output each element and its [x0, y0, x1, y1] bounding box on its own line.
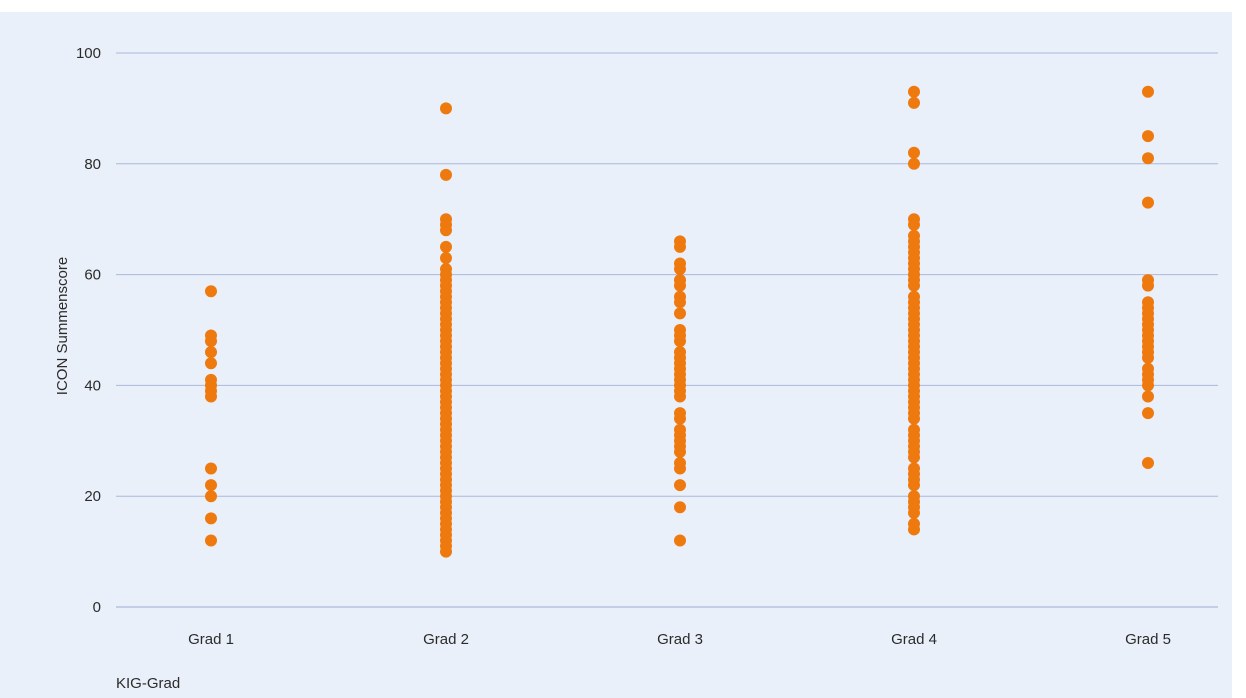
data-point: [908, 451, 920, 464]
data-point: [205, 357, 217, 370]
x-tick-label: Grad 3: [657, 631, 703, 648]
data-point: [908, 157, 920, 170]
data-point: [205, 479, 217, 492]
y-tick-label: 0: [93, 599, 101, 616]
y-tick-label: 20: [84, 488, 101, 505]
data-point: [1142, 351, 1154, 364]
y-tick-label: 60: [84, 267, 101, 284]
data-point: [440, 168, 452, 181]
data-point: [674, 307, 686, 320]
data-point: [205, 390, 217, 403]
data-point: [674, 296, 686, 309]
gridlines: [116, 52, 1218, 608]
data-point: [1142, 130, 1154, 143]
data-point: [908, 96, 920, 109]
chart-background: [0, 12, 1232, 698]
data-point: [440, 224, 452, 237]
data-point: [1142, 85, 1154, 98]
data-point: [674, 534, 686, 547]
data-point: [908, 412, 920, 425]
data-point: [440, 251, 452, 264]
y-tick-label: 40: [84, 377, 101, 394]
data-point: [674, 263, 686, 276]
data-point: [205, 534, 217, 547]
y-axis-title: ICON Summenscore: [54, 257, 71, 395]
data-point: [908, 85, 920, 98]
data-point: [674, 240, 686, 253]
data-point: [1142, 407, 1154, 420]
data-point: [674, 390, 686, 403]
data-point: [205, 512, 217, 525]
data-point: [908, 479, 920, 492]
data-point: [205, 346, 217, 359]
data-point: [674, 445, 686, 458]
data-point: [205, 490, 217, 503]
x-tick-label: Grad 1: [188, 631, 234, 648]
data-point: [205, 462, 217, 475]
data-point: [1142, 196, 1154, 209]
data-point: [440, 545, 452, 558]
data-point: [908, 146, 920, 159]
data-point: [908, 279, 920, 292]
x-tick-label: Grad 2: [423, 631, 469, 648]
data-point: [908, 506, 920, 519]
data-point: [674, 479, 686, 492]
x-tick-label: Grad 4: [891, 631, 937, 648]
data-point: [908, 523, 920, 536]
data-point: [908, 218, 920, 231]
data-point: [674, 462, 686, 475]
y-tick-label: 100: [76, 45, 101, 62]
data-point: [674, 279, 686, 292]
data-point: [440, 240, 452, 253]
data-point: [674, 335, 686, 348]
data-point: [674, 412, 686, 425]
data-point: [1142, 279, 1154, 292]
data-point: [1142, 379, 1154, 392]
y-tick-label: 80: [84, 156, 101, 173]
x-tick-label: Grad 5: [1125, 631, 1171, 648]
data-point: [205, 335, 217, 348]
data-point: [674, 501, 686, 514]
data-point: [1142, 390, 1154, 403]
data-point: [1142, 456, 1154, 469]
data-point: [440, 102, 452, 115]
data-points: [205, 85, 1154, 558]
data-point: [1142, 152, 1154, 165]
y-axis-ticks: 0 20 40 60 80 100: [76, 45, 101, 616]
x-axis-title: KIG-Grad: [116, 675, 180, 692]
data-point: [205, 285, 217, 298]
x-axis-ticks: Grad 1 Grad 2 Grad 3 Grad 4 Grad 5: [188, 631, 1171, 648]
